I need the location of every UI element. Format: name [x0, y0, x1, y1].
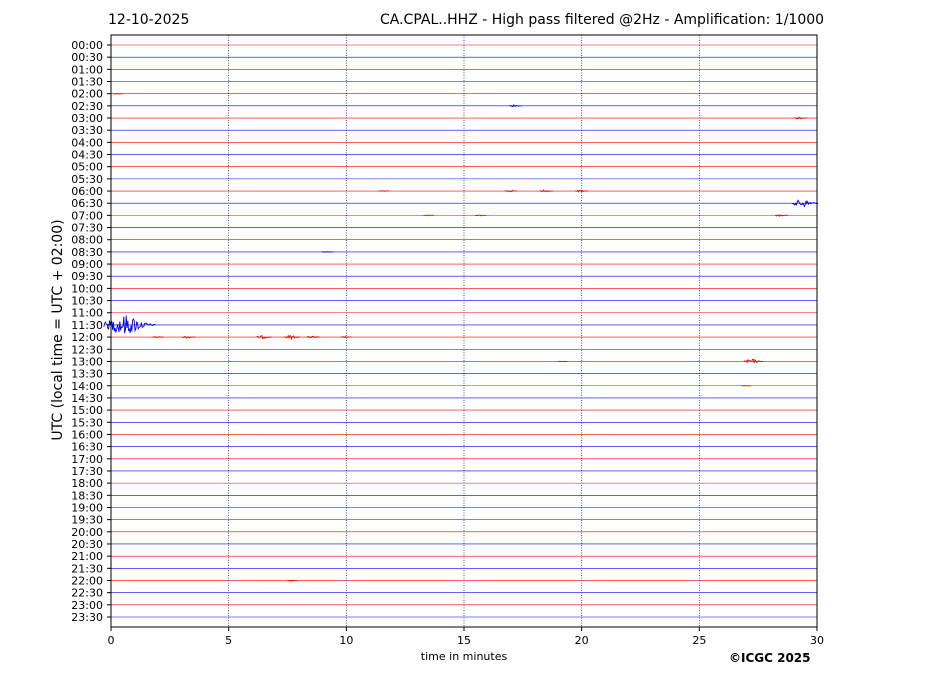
seismic-event: [256, 335, 272, 340]
y-tick-label: 12:30: [71, 343, 103, 356]
y-tick-label: 17:00: [71, 453, 103, 466]
y-tick-label: 08:30: [71, 246, 103, 259]
y-tick-label: 21:30: [71, 562, 103, 575]
y-tick-label: 13:00: [71, 355, 103, 368]
y-tick-label: 00:30: [71, 51, 103, 64]
y-tick-label: 13:30: [71, 368, 103, 381]
y-tick-label: 04:00: [71, 136, 103, 149]
y-axis-ticks: 00:0000:3001:0001:3002:0002:3003:0003:30…: [71, 39, 111, 624]
y-tick-label: 14:00: [71, 380, 103, 393]
y-tick-label: 09:30: [71, 270, 103, 283]
y-tick-label: 11:30: [71, 319, 103, 332]
y-tick-label: 15:30: [71, 416, 103, 429]
x-tick-label: 5: [225, 634, 232, 647]
y-tick-label: 15:00: [71, 404, 103, 417]
y-tick-label: 19:00: [71, 501, 103, 514]
seismic-event: [306, 335, 321, 339]
y-tick-label: 04:30: [71, 149, 103, 162]
y-tick-label: 03:30: [71, 124, 103, 137]
y-tick-label: 03:00: [71, 112, 103, 125]
y-tick-label: 22:30: [71, 587, 103, 600]
x-tick-label: 0: [108, 634, 115, 647]
y-tick-label: 20:00: [71, 526, 103, 539]
y-tick-label: 11:00: [71, 307, 103, 320]
x-tick-label: 20: [575, 634, 589, 647]
y-tick-label: 09:00: [71, 258, 103, 271]
y-tick-label: 16:00: [71, 428, 103, 441]
y-tick-label: 00:00: [71, 39, 103, 52]
y-tick-label: 08:00: [71, 234, 103, 247]
y-tick-label: 01:30: [71, 76, 103, 89]
y-tick-label: 12:00: [71, 331, 103, 344]
y-tick-label: 18:00: [71, 477, 103, 490]
y-tick-label: 14:30: [71, 392, 103, 405]
y-tick-label: 01:00: [71, 63, 103, 76]
seismic-event: [508, 104, 523, 108]
seismic-event: [792, 199, 819, 208]
date-label: 12-10-2025: [108, 12, 190, 28]
seismic-event: [287, 579, 298, 582]
seismic-event: [340, 335, 352, 339]
chart-title: CA.CPAL..HHZ - High pass filtered @2Hz -…: [380, 12, 825, 28]
seismic-event: [112, 92, 124, 95]
x-axis-label: time in minutes: [420, 650, 508, 663]
y-tick-label: 17:30: [71, 465, 103, 478]
y-tick-label: 06:00: [71, 185, 103, 198]
seismic-event: [284, 334, 301, 341]
y-tick-label: 05:00: [71, 161, 103, 174]
y-tick-label: 23:00: [71, 599, 103, 612]
seismic-event: [743, 358, 764, 364]
y-tick-label: 16:30: [71, 441, 103, 454]
seismic-event: [152, 336, 164, 339]
seismic-events: [103, 92, 819, 582]
y-tick-label: 02:30: [71, 100, 103, 113]
y-tick-label: 21:00: [71, 550, 103, 563]
y-tick-label: 20:30: [71, 538, 103, 551]
x-tick-label: 25: [692, 634, 706, 647]
seismic-event: [103, 315, 157, 334]
seismic-event: [539, 189, 554, 193]
y-tick-label: 10:30: [71, 295, 103, 308]
y-tick-label: 07:30: [71, 222, 103, 235]
y-tick-label: 02:00: [71, 88, 103, 101]
x-tick-label: 10: [339, 634, 353, 647]
y-tick-label: 22:00: [71, 574, 103, 587]
y-tick-label: 19:30: [71, 514, 103, 527]
seismic-event: [504, 189, 518, 193]
seismic-event: [182, 336, 196, 339]
y-tick-label: 10:00: [71, 282, 103, 295]
seismic-event: [475, 214, 486, 217]
x-tick-label: 30: [810, 634, 824, 647]
y-tick-label: 06:30: [71, 197, 103, 210]
x-axis-ticks: 0 5 10 15 20 25 30: [108, 627, 824, 647]
seismic-event: [378, 190, 390, 192]
seismic-event: [793, 116, 808, 120]
y-tick-label: 07:00: [71, 209, 103, 222]
seismic-event: [774, 214, 789, 217]
time-gridlines: [228, 35, 700, 627]
seismic-event: [575, 189, 589, 193]
y-tick-label: 23:30: [71, 611, 103, 624]
seismic-event: [423, 214, 434, 217]
y-tick-label: 05:30: [71, 173, 103, 186]
x-tick-label: 15: [457, 634, 471, 647]
y-tick-label: 18:30: [71, 489, 103, 502]
copyright-label: ©ICGC 2025: [729, 651, 811, 665]
y-axis-label: UTC (local time = UTC + 02:00): [50, 219, 66, 441]
